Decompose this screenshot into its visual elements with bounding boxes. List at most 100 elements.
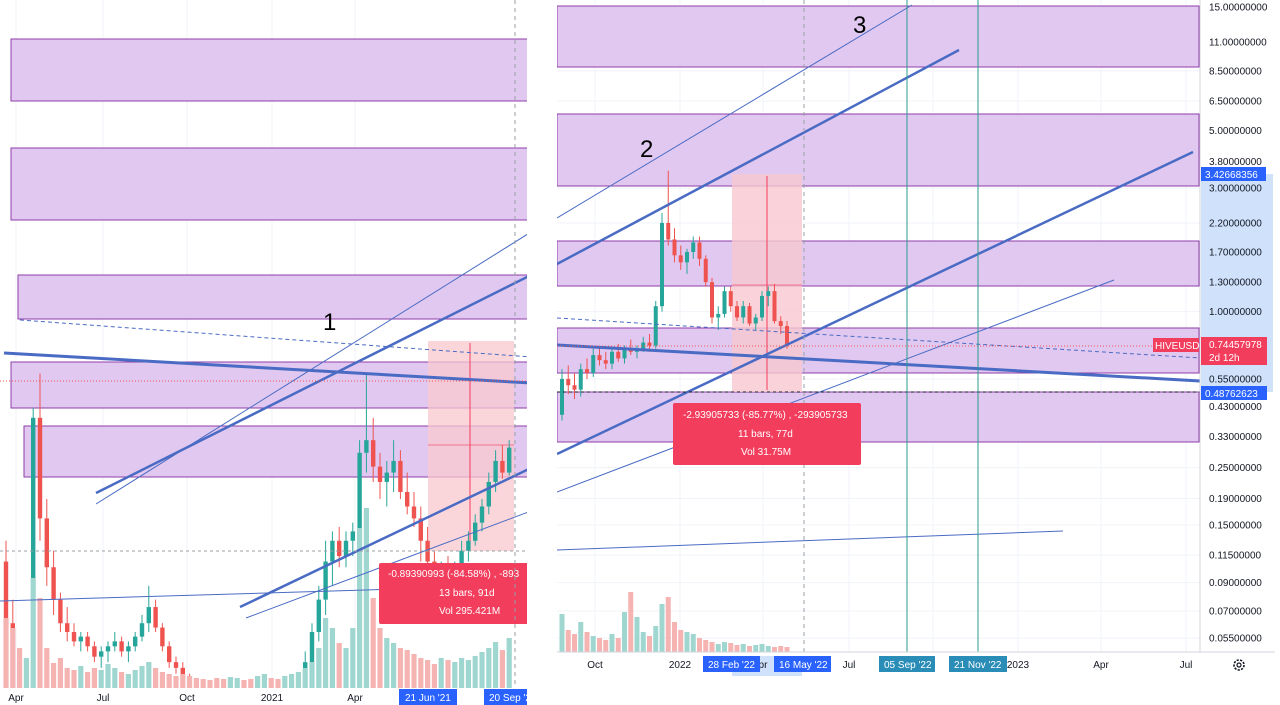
- price-tag-bottom: 0.48762623: [1201, 386, 1267, 400]
- candle-body: [316, 599, 321, 633]
- price-tag-top: 3.42668356: [1201, 167, 1266, 181]
- right-chart-panel[interactable]: 2 3 -2.93905733 (-85.77%) , -293905733 1…: [557, 0, 1275, 676]
- volume-bar: [659, 604, 665, 652]
- volume-bar: [772, 647, 777, 652]
- right-date-tag[interactable]: 21 Nov '22: [949, 656, 1007, 672]
- volume-bar: [715, 644, 721, 652]
- volume-bar: [559, 614, 565, 652]
- supply-zone: [557, 240, 1200, 287]
- volume-bar: [132, 670, 138, 688]
- left-date-tag[interactable]: 21 Jun '21: [399, 689, 457, 705]
- candle-body: [411, 506, 417, 519]
- candle-body: [603, 360, 608, 364]
- candle-body: [85, 636, 90, 647]
- volume-bar: [221, 679, 227, 688]
- right-date-tag[interactable]: 05 Sep '22: [879, 656, 935, 672]
- y-tick-label: 6.50000000: [1209, 97, 1262, 108]
- volume-bar: [370, 598, 376, 688]
- candle-body: [735, 306, 739, 318]
- volume-bar: [665, 597, 671, 652]
- volume-bar: [44, 648, 50, 688]
- volume-bar: [465, 660, 471, 688]
- measure-line2: 11 bars, 77d: [738, 429, 793, 440]
- volume-bar: [91, 668, 97, 688]
- volume-bar: [173, 676, 179, 688]
- left-measure-shade: [428, 341, 514, 551]
- candle-body: [337, 540, 342, 557]
- right-volume: [559, 592, 790, 652]
- candle-body: [753, 317, 758, 324]
- candle-body: [112, 641, 117, 647]
- price-tag-current: 0.74457978 2d 12h: [1201, 337, 1267, 365]
- y-tick-label: 3.80000000: [1209, 157, 1262, 168]
- candle-body: [3, 561, 9, 624]
- candle-body: [126, 646, 131, 652]
- volume-bar: [647, 636, 652, 652]
- measure-line3: Vol 295.421M: [439, 606, 500, 617]
- volume-bar: [609, 634, 615, 652]
- candle-body: [660, 222, 664, 307]
- volume-bar: [722, 642, 727, 652]
- candle-body: [697, 242, 702, 259]
- candle-body: [597, 355, 602, 361]
- candle-body: [703, 258, 708, 283]
- candle-body: [92, 646, 97, 657]
- candle-body: [647, 342, 652, 346]
- volume-bar: [397, 648, 403, 688]
- volume-bar: [200, 679, 206, 688]
- right-date-tag[interactable]: 28 Feb '22: [703, 656, 760, 672]
- volume-bar: [590, 636, 596, 652]
- measure-line1: -0.89390993 (-84.58%) , -893: [388, 569, 520, 580]
- volume-bar: [166, 674, 172, 688]
- volume-bar: [391, 643, 397, 688]
- candle-body: [641, 342, 646, 349]
- candle-body: [99, 651, 104, 657]
- volume-bar: [740, 644, 746, 652]
- left-grid: [15, 0, 356, 688]
- y-tick-label: 0.55000000: [1209, 374, 1262, 385]
- volume-bar: [289, 674, 295, 688]
- left-date-tag[interactable]: 20 Sep '2: [484, 689, 531, 705]
- symbol-tag-label: HIVEUSD: [1155, 341, 1199, 352]
- settings-button[interactable]: [1233, 659, 1245, 671]
- volume-bar: [506, 638, 512, 688]
- right-date-tag[interactable]: 16 May '22: [774, 656, 831, 672]
- y-tick-label: 0.43000000: [1209, 402, 1262, 413]
- volume-bar: [753, 645, 759, 652]
- candle-body: [139, 623, 145, 637]
- volume-bar: [23, 658, 29, 688]
- volume-bar: [615, 638, 621, 652]
- right-trendlines: [557, 0, 1200, 652]
- left-chart-panel[interactable]: 1 -0.89390993 (-84.58%) , -893 13 bars, …: [0, 0, 531, 705]
- supply-zone: [10, 147, 527, 221]
- date-tag-label: 16 May '22: [779, 660, 828, 671]
- volume-bar: [241, 680, 247, 688]
- candle-body: [747, 306, 752, 324]
- volume-bar: [309, 662, 315, 688]
- candle-body: [146, 607, 151, 624]
- candle-body: [766, 291, 771, 296]
- candle-body: [722, 291, 727, 314]
- candle-body: [71, 632, 77, 642]
- y-tick-label: 2.20000000: [1209, 218, 1262, 229]
- candle-body: [119, 641, 124, 652]
- candle-body: [716, 313, 721, 318]
- measure-line3: Vol 31.75M: [741, 447, 791, 458]
- volume-bar: [597, 638, 602, 652]
- y-tick-label: 0.11500000: [1209, 551, 1262, 562]
- volume-bar: [10, 628, 16, 688]
- date-tag-label: 21 Jun '21: [405, 693, 451, 704]
- supply-zone: [557, 5, 1200, 68]
- volume-bar: [459, 658, 465, 688]
- volume-bar: [234, 678, 240, 688]
- y-tick-label: 0.07000000: [1209, 606, 1262, 617]
- volume-bar: [125, 674, 131, 688]
- volume-bar: [17, 648, 23, 688]
- candle-body: [666, 222, 671, 240]
- candle-body: [459, 550, 464, 574]
- left-measure-box: -0.89390993 (-84.58%) , -893 13 bars, 91…: [379, 563, 527, 624]
- volume-bar: [302, 668, 308, 688]
- date-tag-label: 20 Sep '2: [489, 693, 531, 704]
- price-tag-countdown: 2d 12h: [1209, 353, 1240, 364]
- volume-bar: [778, 646, 784, 652]
